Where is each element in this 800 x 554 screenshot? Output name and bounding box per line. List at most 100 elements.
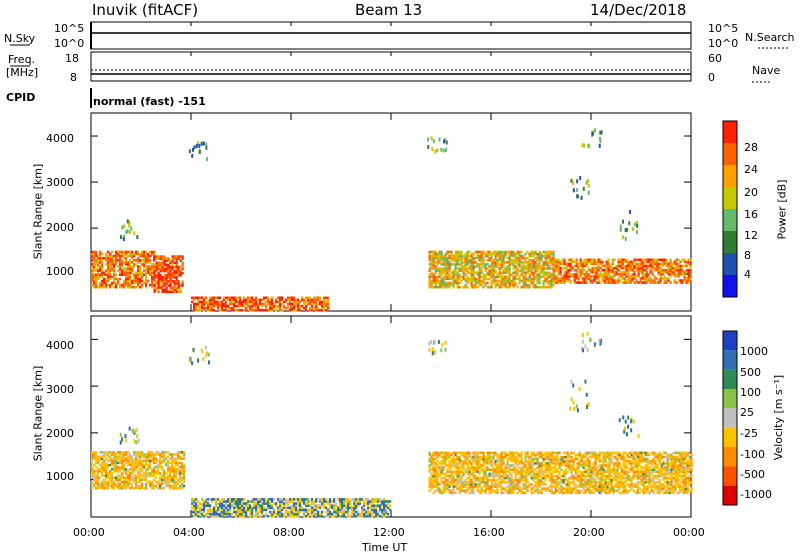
- power-cell: [127, 275, 130, 279]
- power-cell: [538, 263, 541, 266]
- velocity-cell: [464, 485, 467, 488]
- velocity-cell: [181, 484, 184, 488]
- power-cell: [550, 283, 553, 287]
- velocity-cell: [133, 451, 136, 454]
- power-cell: [609, 266, 612, 270]
- power-cell: [653, 268, 656, 272]
- power-cell: [552, 283, 555, 287]
- velocity-cell: [379, 504, 382, 507]
- velocity-cell: [315, 508, 318, 512]
- velocity-cell: [233, 498, 236, 501]
- velocity-cell: [137, 470, 140, 473]
- velocity-cell: [235, 502, 238, 505]
- power-cell: [657, 266, 660, 270]
- power-cell: [667, 270, 670, 274]
- power-cell: [484, 275, 487, 279]
- power-cell: [440, 283, 443, 287]
- power-cell: [452, 258, 455, 262]
- power-cell: [159, 286, 162, 289]
- velocity-cell: [215, 500, 218, 503]
- power-cell: [181, 265, 184, 269]
- velocity-cell: [301, 506, 304, 510]
- power-cell: [434, 261, 437, 264]
- velocity-cell: [456, 481, 459, 484]
- velocity-cell: [241, 504, 244, 507]
- velocity-cell: [115, 478, 118, 482]
- velocity-cell: [528, 483, 531, 486]
- power-cell: [536, 258, 539, 262]
- velocity-cell: [492, 470, 495, 474]
- power-cell: [689, 268, 692, 272]
- velocity-cell: [111, 486, 114, 490]
- power-cell: [279, 304, 282, 308]
- velocity-cell: [257, 512, 260, 516]
- velocity-cell: [538, 455, 541, 459]
- velocity-cell: [512, 483, 515, 486]
- velocity-cell: [572, 464, 575, 467]
- power-colorbar-tick: 8: [744, 249, 751, 262]
- velocity-cell: [99, 482, 102, 486]
- velocity-cell: [538, 470, 541, 474]
- velocity-cell: [167, 461, 170, 465]
- velocity-cell: [103, 465, 106, 469]
- velocity-cell: [478, 451, 481, 455]
- power-cell: [585, 275, 588, 278]
- velocity-cell: [299, 500, 302, 503]
- velocity-cell: [514, 451, 517, 455]
- velocity-cell: [446, 453, 449, 457]
- velocity-cell: [271, 498, 274, 501]
- power-cell: [450, 281, 453, 285]
- velocity-cell: [568, 455, 571, 459]
- velocity-cell: [347, 502, 350, 505]
- freq-unit-label: [MHz]: [6, 66, 39, 79]
- power-cell: [581, 264, 584, 268]
- velocity-cell: [265, 508, 268, 512]
- power-cell: [233, 300, 236, 304]
- power-cell: [119, 258, 122, 262]
- velocity-cell: [526, 462, 529, 465]
- velocity-cell: [181, 465, 184, 469]
- velocity-cell: [456, 462, 459, 465]
- velocity-cell: [135, 455, 138, 458]
- velocity-cell: [297, 508, 300, 512]
- power-cell: [474, 277, 477, 281]
- power-cell: [669, 281, 672, 284]
- power-cell: [524, 258, 527, 262]
- velocity-cell: [229, 514, 232, 518]
- velocity-cell: [127, 455, 130, 458]
- velocity-cell: [243, 508, 246, 512]
- power-cell: [633, 260, 636, 264]
- power-cell: [177, 267, 180, 271]
- velocity-cell: [436, 466, 439, 469]
- velocity-cell: [488, 468, 491, 471]
- velocity-cell: [550, 459, 553, 463]
- velocity-cell: [516, 457, 519, 461]
- velocity-cell: [113, 463, 116, 467]
- velocity-cell: [121, 484, 124, 488]
- power-cell: [553, 264, 556, 268]
- velocity-cell: [450, 470, 453, 474]
- power-cell: [321, 304, 324, 308]
- power-cell: [109, 273, 112, 277]
- power-cell: [269, 306, 272, 310]
- power-cell: [629, 279, 632, 282]
- velocity-cell: [245, 504, 248, 507]
- power-cell: [599, 262, 602, 266]
- power-cell: [299, 308, 302, 312]
- power-cell: [428, 283, 431, 287]
- velocity-cell: [574, 472, 577, 476]
- power-cell: [251, 298, 254, 302]
- velocity-cell: [536, 472, 539, 476]
- power-cell: [91, 275, 94, 279]
- velocity-cell: [333, 500, 336, 503]
- power-cell: [454, 273, 457, 277]
- velocity-cell: [510, 483, 513, 486]
- velocity-cell: [107, 465, 110, 469]
- power-cell: [101, 281, 104, 285]
- power-cell: [631, 273, 634, 276]
- velocity-cell: [460, 489, 463, 493]
- power-cell: [446, 263, 449, 266]
- velocity-cell: [239, 504, 242, 507]
- velocity-cell: [560, 464, 563, 467]
- velocity-cell: [125, 461, 128, 465]
